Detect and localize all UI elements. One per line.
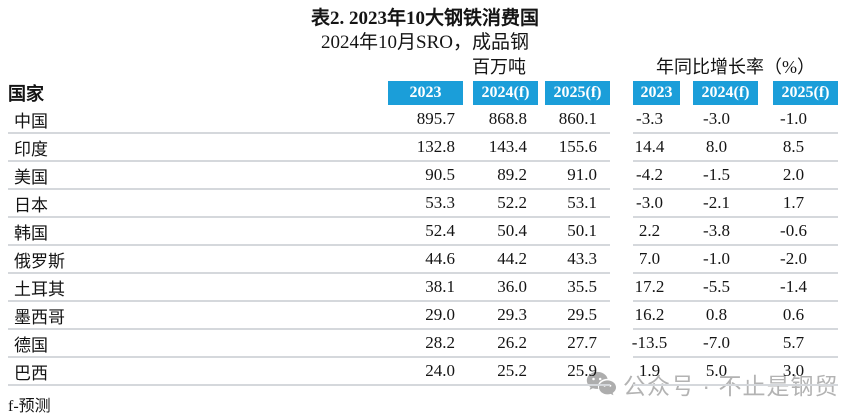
growth-2024f-cell: -7.0 [680,330,758,358]
mt-2023-cell: 38.1 [388,274,463,302]
growth-2024f-cell: -1.0 [680,246,758,274]
table-row: 美国 90.5 89.2 91.0 -4.2 -1.5 2.0 [0,162,850,190]
growth-2023-cell: 2.2 [633,218,680,246]
mt-2023-cell: 52.4 [388,218,463,246]
watermark: 公众号 · 不止是钢贸 [586,367,838,401]
forecast-footnote: f-预测 [8,398,51,415]
table-row: 土耳其 38.1 36.0 35.5 17.2 -5.5 -1.4 [0,274,850,302]
country-cell: 韩国 [8,218,388,246]
year-header-row: 国家 2023 2024(f) 2025(f) 2023 2024(f) 202… [0,81,850,105]
table-subtitle: 2024年10月SRO，成品钢 [321,32,529,53]
growth-2024f-cell: -5.5 [680,274,758,302]
mt-2023-cell: 29.0 [388,302,463,330]
header-chip-mt-2025f: 2025(f) [545,81,610,105]
country-column-header: 国家 [8,84,44,104]
mt-2025f-cell: 35.5 [538,274,610,302]
country-cell: 巴西 [8,358,388,386]
table-title: 表2. 2023年10大钢铁消费国 [310,8,539,29]
growth-2025f-cell: 3.0 [758,358,838,386]
growth-2024f-cell: -3.0 [680,106,758,134]
mt-2025f-cell: 860.1 [538,106,610,134]
table-row: 韩国 52.4 50.4 50.1 2.2 -3.8 -0.6 [0,218,850,246]
growth-2023-cell: 17.2 [633,274,680,302]
mt-2025f-cell: 50.1 [538,218,610,246]
country-cell: 印度 [8,134,388,162]
growth-2025f-cell: -2.0 [758,246,838,274]
mt-2024f-cell: 44.2 [463,246,538,274]
table-body: 中国 895.7 868.8 860.1 -3.3 -3.0 -1.0 印度 1… [0,106,850,386]
growth-2025f-cell: 1.7 [758,190,838,218]
growth-2023-cell: -3.3 [633,106,680,134]
column-group-header-row: 百万吨 年同比增长率（%） [0,54,850,81]
growth-2025f-cell: 5.7 [758,330,838,358]
table-row: 巴西 24.0 25.2 25.9 1.9 5.0 3.0 [0,358,850,386]
growth-2025f-cell: -1.4 [758,274,838,302]
mt-2023-cell: 895.7 [388,106,463,134]
header-chip-mt-2023: 2023 [388,81,463,105]
mt-2025f-cell: 27.7 [538,330,610,358]
mt-2024f-cell: 52.2 [463,190,538,218]
mt-2024f-cell: 36.0 [463,274,538,302]
watermark-text: 公众号 · 不止是钢贸 [623,373,839,399]
steel-consumption-table-figure: 表2. 2023年10大钢铁消费国 2024年10月SRO，成品钢 百万吨 年同… [0,7,850,416]
mt-2024f-cell: 868.8 [463,106,538,134]
mt-2023-cell: 90.5 [388,162,463,190]
mt-2023-cell: 44.6 [388,246,463,274]
country-cell: 日本 [8,190,388,218]
mt-2024f-cell: 143.4 [463,134,538,162]
table-row: 德国 28.2 26.2 27.7 -13.5 -7.0 5.7 [0,330,850,358]
country-cell: 德国 [8,330,388,358]
mt-2025f-cell: 53.1 [538,190,610,218]
header-chip-growth-2024f: 2024(f) [693,81,758,105]
growth-2023-cell: 14.4 [633,134,680,162]
mt-2025f-cell: 29.5 [538,302,610,330]
country-cell: 墨西哥 [8,302,388,330]
growth-2023-cell: -13.5 [632,330,680,358]
mt-2024f-cell: 50.4 [463,218,538,246]
growth-2024f-cell: -1.5 [680,162,758,190]
growth-2025f-cell: 8.5 [758,134,838,162]
table-row: 日本 53.3 52.2 53.1 -3.0 -2.1 1.7 [0,190,850,218]
growth-2023-cell: 7.0 [633,246,680,274]
growth-2023-cell: 1.9 [633,358,680,386]
header-chip-growth-2025f: 2025(f) [773,81,838,105]
mt-2024f-cell: 25.2 [463,358,538,386]
growth-2024f-cell: 8.0 [680,134,758,162]
mt-2023-cell: 53.3 [388,190,463,218]
country-cell: 中国 [8,106,388,134]
mt-2024f-cell: 29.3 [463,302,538,330]
mt-2025f-cell: 91.0 [538,162,610,190]
growth-2024f-cell: 5.0 [680,358,758,386]
group-header-million-tonnes: 百万吨 [472,57,526,77]
table-row: 俄罗斯 44.6 44.2 43.3 7.0 -1.0 -2.0 [0,246,850,274]
country-cell: 俄罗斯 [8,246,388,274]
group-header-yoy-growth: 年同比增长率（%） [656,57,815,77]
mt-2024f-cell: 89.2 [463,162,538,190]
growth-2024f-cell: 0.8 [680,302,758,330]
table-row: 印度 132.8 143.4 155.6 14.4 8.0 8.5 [0,134,850,162]
growth-2023-cell: 16.2 [633,302,680,330]
header-chip-mt-2024f: 2024(f) [473,81,538,105]
mt-2023-cell: 24.0 [388,358,463,386]
table-row: 墨西哥 29.0 29.3 29.5 16.2 0.8 0.6 [0,302,850,330]
growth-2025f-cell: 2.0 [758,162,838,190]
mt-2025f-cell: 43.3 [538,246,610,274]
growth-2025f-cell: -0.6 [758,218,838,246]
country-cell: 美国 [8,162,388,190]
mt-2023-cell: 132.8 [388,134,463,162]
mt-2025f-cell: 155.6 [538,134,610,162]
growth-2025f-cell: -1.0 [758,106,838,134]
mt-2024f-cell: 26.2 [463,330,538,358]
mt-2023-cell: 28.2 [388,330,463,358]
country-cell: 土耳其 [8,274,388,302]
growth-2025f-cell: 0.6 [758,302,838,330]
growth-2023-cell: -3.0 [633,190,680,218]
mt-2025f-cell: 25.9 [538,358,610,386]
table-row: 中国 895.7 868.8 860.1 -3.3 -3.0 -1.0 [0,106,850,134]
growth-2023-cell: -4.2 [633,162,680,190]
growth-2024f-cell: -3.8 [680,218,758,246]
growth-2024f-cell: -2.1 [680,190,758,218]
header-chip-growth-2023: 2023 [633,81,680,105]
